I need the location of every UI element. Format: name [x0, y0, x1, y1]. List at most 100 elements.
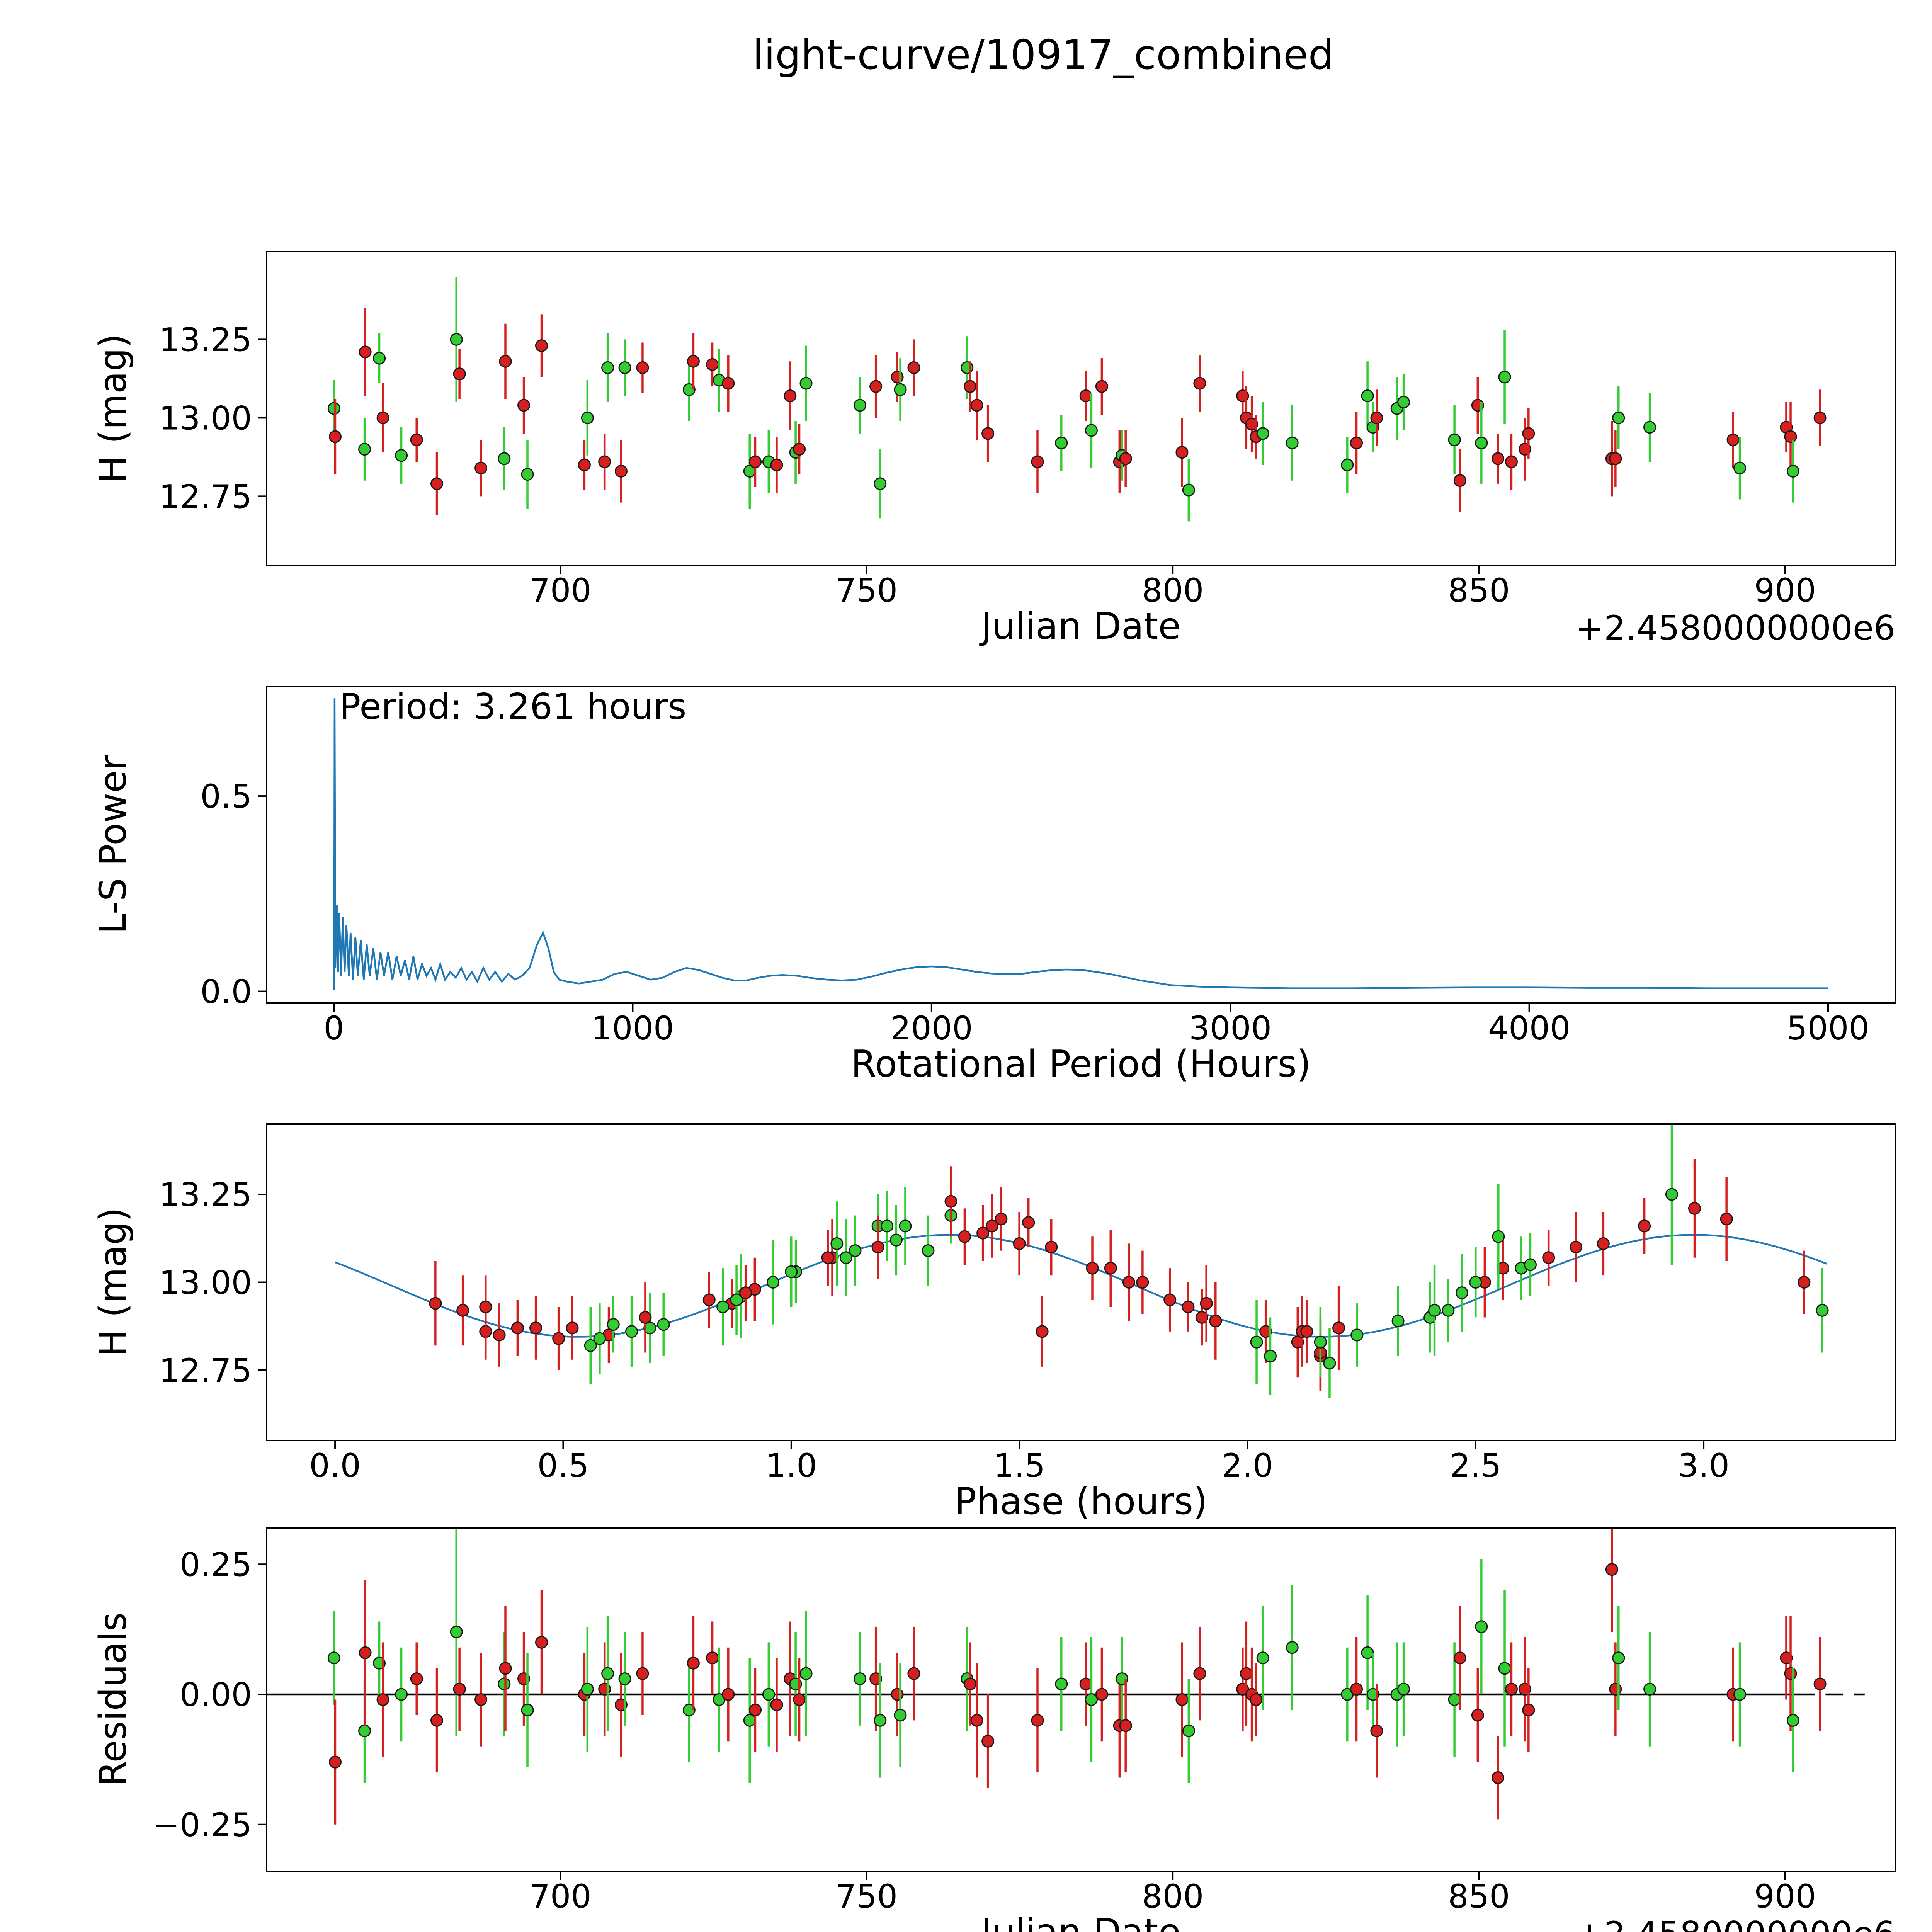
data-point-r [1492, 452, 1505, 465]
data-point-g [716, 1300, 730, 1313]
data-point-g [1286, 1641, 1299, 1654]
x-tick-label: 750 [836, 1878, 898, 1915]
y-tick-label: 12.75 [159, 1352, 252, 1389]
data-point-r [1492, 1771, 1505, 1784]
data-point-g [1250, 1335, 1263, 1349]
data-point-g [1786, 464, 1799, 478]
data-point-r [749, 1703, 762, 1716]
data-point-g [839, 1251, 852, 1264]
data-point-r [784, 389, 797, 403]
data-point-g [521, 1703, 534, 1716]
data-point-r [1542, 1251, 1555, 1264]
data-point-r [706, 358, 719, 371]
data-point-r [1209, 1315, 1222, 1328]
data-point-r [1193, 1667, 1206, 1680]
periodogram-frame [266, 686, 1896, 1004]
data-point-r [1350, 436, 1363, 449]
data-point-r [328, 1755, 342, 1769]
data-point-g [327, 1651, 340, 1665]
data-point-r [430, 477, 444, 490]
x-tick-label: 850 [1448, 1878, 1510, 1915]
data-point-g [853, 1672, 866, 1685]
data-point-r [970, 399, 983, 412]
data-point-r [1175, 446, 1189, 459]
data-point-g [1498, 371, 1511, 384]
data-point-r [1136, 1276, 1149, 1289]
y-tick-label: 0.00 [180, 1676, 252, 1714]
x-tick-label: 0.0 [309, 1447, 361, 1485]
data-point-g [498, 452, 511, 465]
data-point-r [793, 1693, 806, 1706]
y-tick-label: 0.0 [200, 973, 252, 1011]
data-point-g [1524, 1258, 1537, 1271]
data-point-r [1570, 1241, 1583, 1253]
data-point-g [1361, 389, 1374, 403]
data-point-g [1085, 1693, 1098, 1706]
data-point-r [1259, 1325, 1272, 1338]
x-tick-label: 0.5 [537, 1447, 589, 1485]
phased-x-axis-label: Phase (hours) [954, 1480, 1208, 1523]
data-point-r [869, 1672, 883, 1685]
figure-title: light-curve/10917_combined [752, 31, 1334, 78]
y-tick-label: −0.25 [153, 1806, 252, 1844]
data-point-r [474, 461, 488, 474]
data-point-r [499, 355, 512, 368]
data-point-g [922, 1244, 935, 1257]
data-point-g [327, 402, 340, 415]
data-point-g [874, 477, 887, 490]
data-point-g [618, 361, 631, 374]
data-point-g [874, 1714, 887, 1727]
data-point-r [1471, 1709, 1484, 1722]
x-tick-label: 750 [836, 571, 898, 609]
period-annotation: Period: 3.261 hours [339, 686, 687, 727]
data-point-r [1095, 380, 1108, 393]
data-point-r [1036, 1325, 1049, 1338]
data-point-r [376, 411, 389, 424]
data-point-r [1031, 1714, 1044, 1727]
data-point-r [535, 1636, 548, 1649]
data-point-r [1031, 455, 1044, 468]
x-tick-label: 4000 [1488, 1009, 1571, 1047]
x-tick-label: 700 [529, 1878, 591, 1915]
data-point-g [395, 1688, 408, 1701]
data-point-r [1079, 1677, 1092, 1690]
data-point-g [358, 443, 371, 456]
data-point-g [1442, 1304, 1455, 1317]
data-point-g [1448, 1693, 1461, 1706]
data-point-r [1497, 1262, 1510, 1275]
y-tick-label: 13.25 [159, 321, 252, 359]
data-point-r [1453, 474, 1466, 487]
data-point-g [1475, 1620, 1488, 1633]
data-point-r [1505, 1683, 1518, 1696]
data-point-r [1193, 377, 1206, 390]
data-point-r [907, 1667, 920, 1680]
data-point-r [1119, 1719, 1132, 1732]
data-point-r [1522, 427, 1535, 440]
data-point-r [869, 380, 883, 393]
lightcurve-data-area [327, 276, 1827, 522]
data-point-g [1361, 1646, 1374, 1659]
data-point-r [793, 443, 806, 456]
data-point-r [1079, 389, 1092, 403]
data-point-g [849, 1244, 862, 1257]
data-point-g [730, 1293, 743, 1306]
data-point-g [607, 1318, 620, 1331]
data-point-r [1045, 1241, 1058, 1253]
data-point-g [1397, 1683, 1410, 1696]
data-point-r [1240, 1667, 1253, 1680]
data-point-g [1733, 461, 1747, 474]
data-point-r [1200, 1297, 1213, 1310]
data-point-g [767, 1276, 780, 1289]
subplot-lightcurve: 700 750 800 850 900 12.75 13.00 13.25 [159, 251, 1896, 609]
data-point-g [1455, 1286, 1468, 1299]
data-point-r [1013, 1237, 1026, 1250]
data-point-g [601, 1667, 614, 1680]
data-point-g [1397, 396, 1410, 409]
data-point-g [1055, 436, 1068, 449]
data-point-r [687, 355, 700, 368]
data-point-r [770, 1698, 783, 1711]
data-point-r [493, 1328, 506, 1342]
data-point-r [1505, 455, 1518, 468]
data-point-g [1612, 411, 1625, 424]
